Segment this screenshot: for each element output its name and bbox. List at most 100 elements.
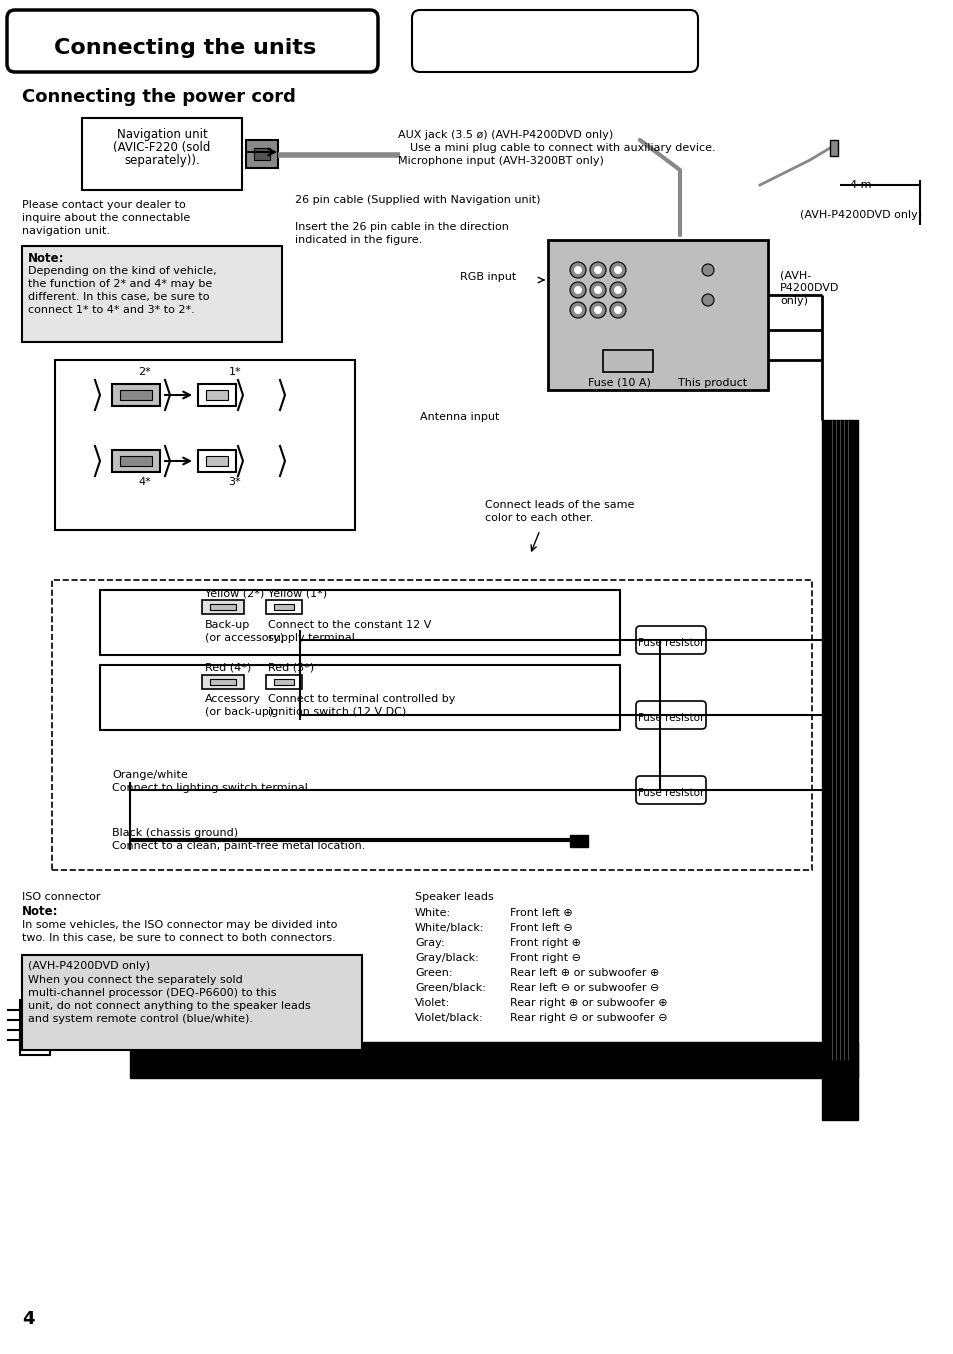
Circle shape [569,282,585,298]
Bar [100,590,619,655]
Bar [246,139,277,168]
Text: Violet/black:: Violet/black: [415,1013,483,1024]
Text: 3*: 3* [229,477,241,487]
Bar [210,604,235,611]
Bar [120,456,152,466]
Text: Violet:: Violet: [415,998,450,1007]
Circle shape [589,263,605,278]
Text: ignition switch (12 V DC).: ignition switch (12 V DC). [268,707,410,718]
Bar [829,139,837,156]
Bar [253,148,270,160]
Bar [266,600,302,613]
Text: (or back-up): (or back-up) [205,707,273,718]
Bar [112,385,160,406]
Circle shape [614,265,621,274]
Circle shape [574,265,581,274]
Text: Speaker leads: Speaker leads [415,892,494,902]
Text: unit, do not connect anything to the speaker leads: unit, do not connect anything to the spe… [28,1001,311,1011]
Text: Front right ⊖: Front right ⊖ [510,953,580,963]
Text: Note:: Note: [22,904,58,918]
Text: Green:: Green: [415,968,452,978]
Circle shape [614,286,621,294]
Bar [206,456,228,466]
Text: connect 1* to 4* and 3* to 2*.: connect 1* to 4* and 3* to 2*. [28,305,194,315]
Circle shape [701,264,713,276]
Circle shape [574,286,581,294]
Text: Connect to a clean, paint-free metal location.: Connect to a clean, paint-free metal loc… [112,841,365,852]
Circle shape [589,302,605,318]
Text: Green/black:: Green/black: [415,983,485,992]
Bar [55,360,355,529]
Text: Rear right ⊕ or subwoofer ⊕: Rear right ⊕ or subwoofer ⊕ [510,998,667,1007]
Text: Rear left ⊖ or subwoofer ⊖: Rear left ⊖ or subwoofer ⊖ [510,983,659,992]
Text: ISO connector: ISO connector [22,892,100,902]
Text: This product: This product [678,378,746,389]
Circle shape [701,294,713,306]
Text: Fuse resistor: Fuse resistor [638,638,703,649]
Text: Front left ⊕: Front left ⊕ [510,909,572,918]
Text: supply terminal.: supply terminal. [268,634,358,643]
Bar [82,118,242,190]
Text: Black (chassis ground): Black (chassis ground) [112,829,238,838]
Text: P4200DVD: P4200DVD [780,283,839,292]
Text: Yellow (2*): Yellow (2*) [205,589,264,598]
Circle shape [609,282,625,298]
Text: 4*: 4* [138,477,152,487]
Text: and system remote control (blue/white).: and system remote control (blue/white). [28,1014,253,1024]
Text: RGB input: RGB input [459,272,516,282]
Text: Note:: Note: [28,252,65,265]
Bar [120,390,152,399]
Bar [198,450,235,473]
Text: navigation unit.: navigation unit. [22,226,110,236]
Bar [569,835,587,848]
FancyBboxPatch shape [7,9,377,72]
Bar [266,676,302,689]
Text: Connecting the units: Connecting the units [53,38,315,58]
Bar [100,665,619,730]
Circle shape [569,302,585,318]
FancyBboxPatch shape [412,9,698,72]
Text: separately)).: separately)). [124,154,200,167]
Text: Please contact your dealer to: Please contact your dealer to [22,200,186,210]
Circle shape [569,263,585,278]
Text: Rear right ⊖ or subwoofer ⊖: Rear right ⊖ or subwoofer ⊖ [510,1013,667,1024]
Text: Microphone input (AVH-3200BT only): Microphone input (AVH-3200BT only) [397,156,603,167]
Bar [210,678,235,685]
Text: Fuse (10 A): Fuse (10 A) [587,378,650,389]
Text: 1*: 1* [229,367,241,376]
Bar [202,676,244,689]
FancyBboxPatch shape [636,776,705,804]
Text: Red (3*): Red (3*) [268,663,314,673]
Circle shape [609,263,625,278]
Bar [198,385,235,406]
Text: Yellow (1*): Yellow (1*) [268,589,327,598]
Text: Connect to lighting switch terminal.: Connect to lighting switch terminal. [112,783,312,793]
Bar [130,1043,857,1078]
Text: Front left ⊖: Front left ⊖ [510,923,572,933]
Circle shape [574,306,581,314]
Text: color to each other.: color to each other. [484,513,593,523]
Text: Orange/white: Orange/white [112,770,188,780]
Text: Navigation unit: Navigation unit [116,129,207,141]
Text: White:: White: [415,909,451,918]
Text: Connect to the constant 12 V: Connect to the constant 12 V [268,620,431,630]
Circle shape [594,286,601,294]
Text: Insert the 26 pin cable in the direction: Insert the 26 pin cable in the direction [294,222,508,232]
Text: Fuse resistor: Fuse resistor [638,714,703,723]
Text: multi-channel processor (DEQ-P6600) to this: multi-channel processor (DEQ-P6600) to t… [28,988,276,998]
Text: only): only) [780,297,807,306]
Text: 4 m: 4 m [849,180,871,190]
Text: (AVIC-F220 (sold: (AVIC-F220 (sold [113,141,211,154]
Text: the function of 2* and 4* may be: the function of 2* and 4* may be [28,279,212,288]
Text: Use a mini plug cable to connect with auxiliary device.: Use a mini plug cable to connect with au… [410,144,715,153]
Bar [547,240,767,390]
Text: different. In this case, be sure to: different. In this case, be sure to [28,292,210,302]
Text: Front right ⊕: Front right ⊕ [510,938,580,948]
Text: Accessory: Accessory [205,695,261,704]
Text: (AVH-: (AVH- [780,269,810,280]
Text: In some vehicles, the ISO connector may be divided into: In some vehicles, the ISO connector may … [22,919,337,930]
Text: (AVH-P4200DVD only): (AVH-P4200DVD only) [28,961,150,971]
Bar [20,1001,50,1055]
Circle shape [594,306,601,314]
Bar [274,678,294,685]
